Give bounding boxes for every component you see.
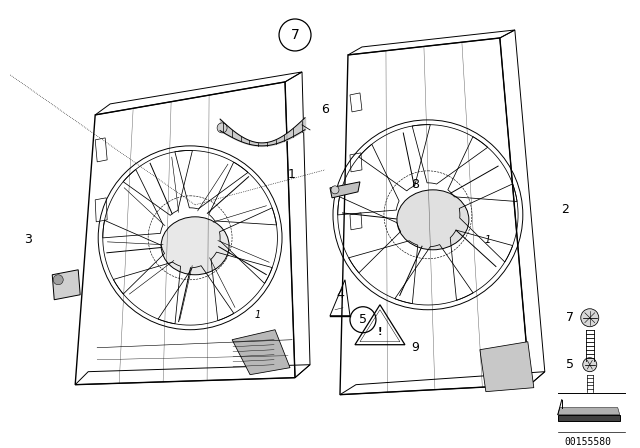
Text: 5: 5: [566, 358, 574, 371]
Text: 2: 2: [561, 203, 569, 216]
Polygon shape: [558, 415, 620, 421]
Polygon shape: [232, 330, 290, 375]
Ellipse shape: [397, 190, 469, 250]
Text: 1: 1: [255, 310, 261, 320]
Text: 9: 9: [411, 341, 419, 354]
Circle shape: [583, 358, 596, 372]
Text: 3: 3: [24, 233, 32, 246]
Polygon shape: [52, 270, 80, 300]
Text: 1: 1: [288, 168, 296, 181]
Polygon shape: [558, 408, 620, 415]
Circle shape: [53, 275, 63, 285]
Circle shape: [331, 186, 339, 194]
Text: 5: 5: [359, 313, 367, 326]
Text: 4: 4: [336, 288, 344, 301]
Text: !: !: [378, 327, 382, 337]
Text: 8: 8: [411, 178, 419, 191]
Text: 1: 1: [484, 235, 491, 245]
Circle shape: [217, 123, 227, 133]
Polygon shape: [480, 342, 534, 392]
Text: 6: 6: [321, 103, 329, 116]
Text: 00155580: 00155580: [564, 437, 611, 447]
Text: 7: 7: [291, 28, 300, 42]
Polygon shape: [330, 182, 360, 198]
Text: 7: 7: [566, 311, 574, 324]
Circle shape: [580, 309, 599, 327]
Ellipse shape: [161, 217, 229, 275]
